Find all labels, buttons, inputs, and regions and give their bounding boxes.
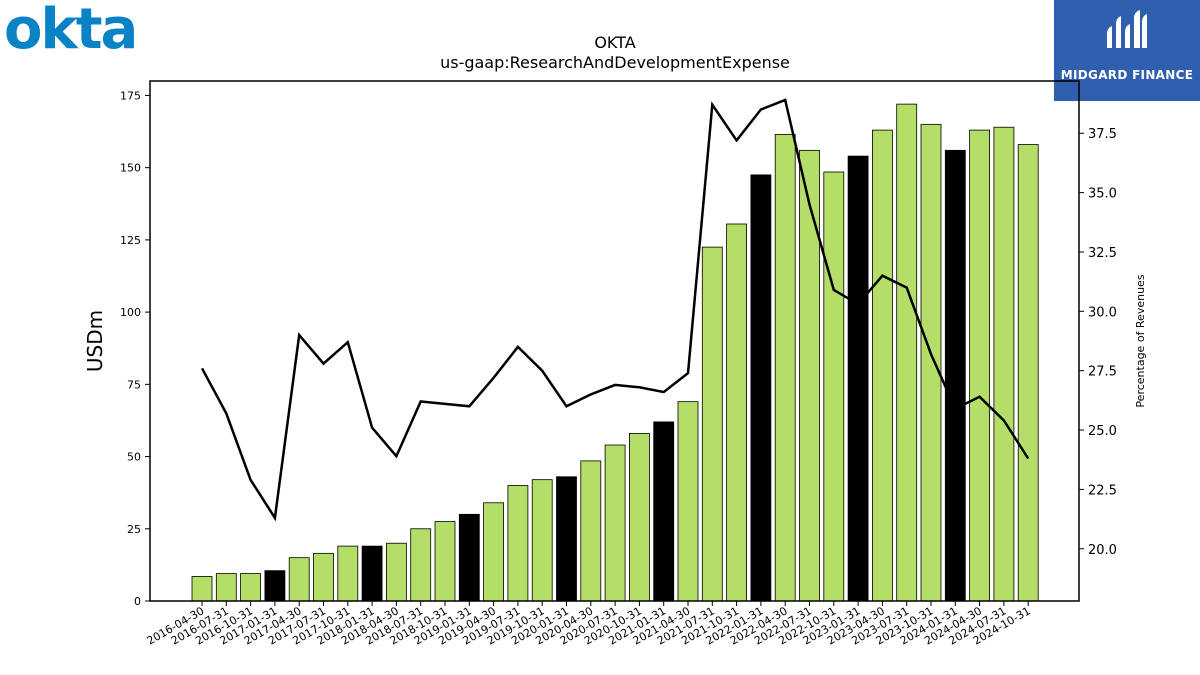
percentage-line	[200, 98, 1030, 522]
bar-2016-10-31	[240, 573, 262, 602]
bar-2023-01-31	[847, 155, 869, 602]
y-tick-label: 175	[120, 89, 141, 102]
y2-tick-label: 37.5	[1088, 127, 1117, 142]
midgard-m-icon	[1107, 10, 1147, 48]
publisher-name: MIDGARD FINANCE	[1060, 68, 1194, 82]
bar-2018-01-31	[361, 545, 383, 602]
bar-2024-07-31	[993, 126, 1015, 602]
bar-2020-04-30	[580, 460, 602, 602]
bar-2019-07-31	[507, 485, 529, 602]
plot-frame	[149, 80, 1080, 602]
bar-2020-10-31	[629, 433, 650, 602]
y2-tick-label: 25.0	[1088, 424, 1117, 439]
bar-2016-07-31	[215, 573, 237, 602]
bar-2024-10-31	[1017, 144, 1039, 602]
bar-2023-04-30	[872, 129, 893, 602]
y-tick-label: 0	[134, 595, 141, 608]
y2-tick-label: 30.0	[1088, 305, 1117, 320]
bar-2022-07-31	[799, 149, 820, 602]
chart-subtitle: us-gaap:ResearchAndDevelopmentExpense	[440, 53, 790, 72]
y-axis-label: USDm	[83, 310, 107, 372]
y-tick-label: 75	[127, 378, 141, 391]
bar-2016-04-30	[191, 576, 213, 602]
bar-2018-10-31	[434, 521, 456, 602]
bar-2017-01-31	[264, 570, 286, 602]
okta-logo: okta	[4, 0, 138, 62]
bar-2023-07-31	[896, 103, 918, 602]
y2-tick-label: 22.5	[1088, 483, 1117, 498]
bar-2019-10-31	[531, 479, 553, 602]
bar-2021-10-31	[726, 223, 747, 602]
y2-axis-label: Percentage of Revenues	[1134, 274, 1147, 407]
bar-2023-10-31	[920, 123, 942, 602]
bar-2017-04-30	[288, 557, 310, 602]
bar-2024-01-31	[944, 149, 966, 602]
y-tick-label: 125	[120, 234, 141, 247]
y2-tick-label: 35.0	[1088, 187, 1117, 202]
y2-tick-label: 27.5	[1088, 365, 1117, 380]
y-tick-label: 50	[127, 451, 141, 464]
y-tick-label: 150	[120, 162, 141, 175]
bar-2018-04-30	[385, 542, 407, 602]
chart-title: OKTA	[594, 33, 635, 52]
bar-2024-04-30	[969, 129, 990, 602]
bar-2022-04-30	[774, 134, 796, 602]
y2-tick-label: 20.0	[1088, 543, 1117, 558]
bar-2020-01-31	[556, 476, 577, 602]
bar-2018-07-31	[410, 528, 432, 602]
bar-2021-07-31	[701, 246, 723, 602]
bar-2017-07-31	[313, 552, 334, 602]
bar-2019-01-31	[458, 513, 480, 602]
bar-2022-01-31	[750, 174, 772, 602]
bar-2020-07-31	[604, 444, 626, 602]
bar-2021-04-30	[677, 401, 699, 602]
y-tick-label: 25	[127, 523, 141, 536]
y-tick-label: 100	[120, 306, 141, 319]
bar-2019-04-30	[483, 502, 505, 602]
bar-2022-10-31	[823, 171, 845, 602]
bar-2021-01-31	[653, 421, 675, 602]
bar-2017-10-31	[337, 545, 359, 602]
y2-tick-label: 32.5	[1088, 246, 1117, 261]
